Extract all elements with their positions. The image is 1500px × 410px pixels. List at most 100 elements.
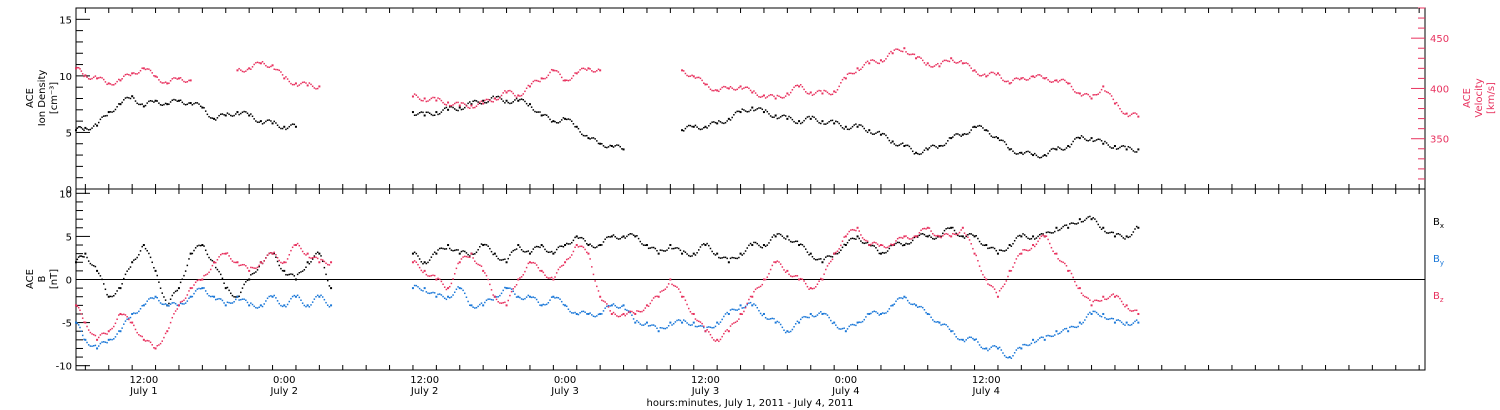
data-point <box>443 286 446 288</box>
data-point <box>1042 233 1044 235</box>
data-point <box>1055 148 1058 151</box>
data-point <box>1095 220 1098 223</box>
data-point <box>996 295 999 298</box>
data-point <box>557 268 560 271</box>
data-point <box>930 316 932 319</box>
data-point <box>753 109 755 112</box>
data-point <box>696 325 698 328</box>
data-point <box>158 344 160 346</box>
data-point <box>285 261 287 264</box>
data-point <box>201 106 204 109</box>
data-point <box>131 95 134 98</box>
data-point <box>1124 324 1126 326</box>
data-point <box>560 245 563 247</box>
data-point <box>477 103 479 105</box>
data-point <box>798 120 801 123</box>
data-point <box>305 266 307 269</box>
data-point <box>1115 233 1118 235</box>
data-point <box>296 242 299 245</box>
data-point <box>995 249 998 252</box>
data-point <box>1125 148 1128 151</box>
data-point <box>308 82 311 84</box>
data-point <box>910 303 912 305</box>
data-point <box>235 261 237 264</box>
data-point <box>943 229 946 232</box>
data-point <box>851 228 854 231</box>
legend-by: By <box>1433 254 1444 267</box>
data-point <box>898 241 901 244</box>
data-point <box>743 310 745 313</box>
data-point <box>823 89 825 92</box>
data-point <box>562 303 565 306</box>
data-point <box>825 90 827 92</box>
data-point <box>835 324 837 326</box>
data-point <box>255 120 257 122</box>
data-point <box>803 119 805 122</box>
data-point <box>937 147 939 149</box>
data-point <box>1002 139 1004 142</box>
data-point <box>776 260 779 262</box>
data-point <box>275 256 277 258</box>
data-point <box>131 261 134 264</box>
data-point <box>913 53 916 56</box>
data-point <box>918 234 921 237</box>
data-point <box>211 295 214 298</box>
data-point <box>445 298 448 301</box>
data-point <box>779 233 782 236</box>
time-tick-label: 12:00 <box>691 375 720 386</box>
data-point <box>836 252 839 255</box>
data-point <box>733 88 735 91</box>
data-point <box>1135 309 1138 312</box>
data-point <box>865 61 867 64</box>
data-point <box>871 133 874 135</box>
data-point <box>1043 338 1046 341</box>
data-point <box>783 114 785 117</box>
data-point <box>303 253 306 255</box>
data-point <box>457 101 459 104</box>
data-point <box>627 310 630 312</box>
data-point <box>652 246 655 249</box>
data-point <box>721 318 723 321</box>
data-point <box>669 321 672 324</box>
data-point <box>502 301 504 304</box>
data-point <box>826 122 829 124</box>
data-point <box>850 324 852 326</box>
data-point <box>565 79 568 82</box>
data-point <box>92 333 95 336</box>
data-point <box>300 271 302 273</box>
data-point <box>235 113 237 115</box>
data-point <box>430 274 433 277</box>
data-point <box>692 252 695 255</box>
data-point <box>191 295 194 298</box>
data-point <box>253 267 255 269</box>
data-point <box>164 102 167 105</box>
data-point <box>141 305 143 307</box>
data-point <box>938 235 941 238</box>
data-point <box>238 67 240 70</box>
data-point <box>440 99 443 102</box>
data-point <box>490 298 493 301</box>
data-point <box>706 83 708 86</box>
data-point <box>762 94 765 97</box>
data-point <box>475 306 478 309</box>
data-point <box>958 231 961 234</box>
data-point <box>291 246 294 249</box>
data-point <box>579 69 581 71</box>
data-point <box>528 252 531 255</box>
data-point <box>97 272 100 275</box>
data-point <box>534 110 536 113</box>
data-point <box>527 250 530 252</box>
data-point <box>119 287 122 290</box>
data-point <box>932 319 934 321</box>
data-point <box>645 304 648 307</box>
data-point <box>139 335 142 337</box>
data-point <box>886 310 889 313</box>
data-point <box>589 312 591 314</box>
data-point <box>818 312 820 315</box>
data-point <box>281 74 284 76</box>
data-point <box>206 113 209 116</box>
data-point <box>592 137 595 139</box>
data-point <box>830 255 832 258</box>
data-point <box>564 244 567 247</box>
data-point <box>191 287 194 289</box>
